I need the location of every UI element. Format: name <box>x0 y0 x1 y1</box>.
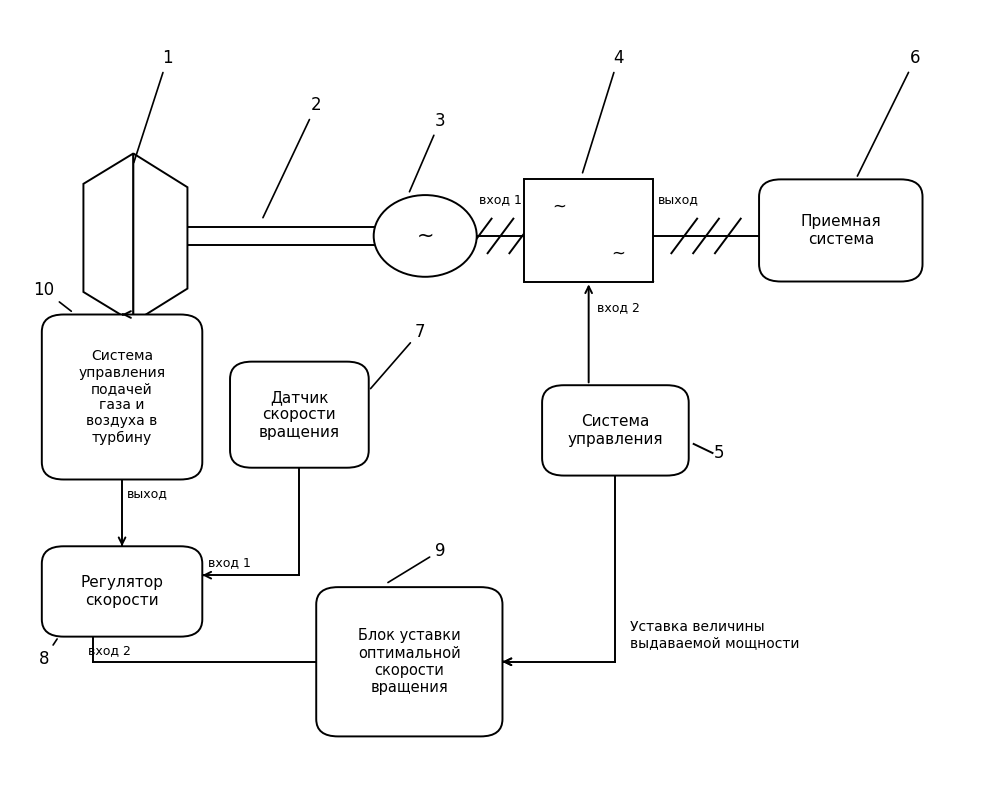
Text: Регулятор
скорости: Регулятор скорости <box>81 575 164 607</box>
Text: выход: выход <box>127 488 168 500</box>
Text: 6: 6 <box>857 49 921 176</box>
Text: ~: ~ <box>611 245 625 263</box>
Text: 4: 4 <box>582 49 623 173</box>
Text: 5: 5 <box>713 444 724 462</box>
Text: 8: 8 <box>39 639 57 668</box>
Text: Уставка величины
выдаваемой мощности: Уставка величины выдаваемой мощности <box>630 620 800 650</box>
Text: Система
управления: Система управления <box>567 414 663 446</box>
Text: Приемная
система: Приемная система <box>800 214 881 247</box>
Text: Блок уставки
оптимальной
скорости
вращения: Блок уставки оптимальной скорости вращен… <box>358 628 461 696</box>
Text: выход: выход <box>658 193 699 206</box>
Bar <box>524 179 653 282</box>
Text: Система
управления
подачей
газа и
воздуха в
турбину: Система управления подачей газа и воздух… <box>79 349 166 445</box>
Text: 9: 9 <box>388 542 446 583</box>
Text: 3: 3 <box>410 112 446 192</box>
Text: вход 1: вход 1 <box>480 193 521 206</box>
FancyBboxPatch shape <box>317 587 502 736</box>
Text: 10: 10 <box>33 281 71 311</box>
FancyBboxPatch shape <box>542 385 688 476</box>
Text: вход 1: вход 1 <box>208 556 251 569</box>
Polygon shape <box>84 153 133 322</box>
FancyBboxPatch shape <box>759 179 922 282</box>
Text: ~: ~ <box>552 198 566 216</box>
Text: ~: ~ <box>417 226 434 246</box>
FancyBboxPatch shape <box>230 361 369 468</box>
Polygon shape <box>133 153 188 322</box>
Text: вход 2: вход 2 <box>596 301 639 314</box>
FancyBboxPatch shape <box>42 314 203 480</box>
Text: Датчик
скорости
вращения: Датчик скорости вращения <box>259 390 340 440</box>
FancyBboxPatch shape <box>42 546 203 637</box>
Text: вход 2: вход 2 <box>88 645 131 657</box>
Text: 2: 2 <box>263 96 322 218</box>
Circle shape <box>374 195 477 277</box>
Text: 1: 1 <box>134 49 173 163</box>
Text: 7: 7 <box>371 322 426 388</box>
